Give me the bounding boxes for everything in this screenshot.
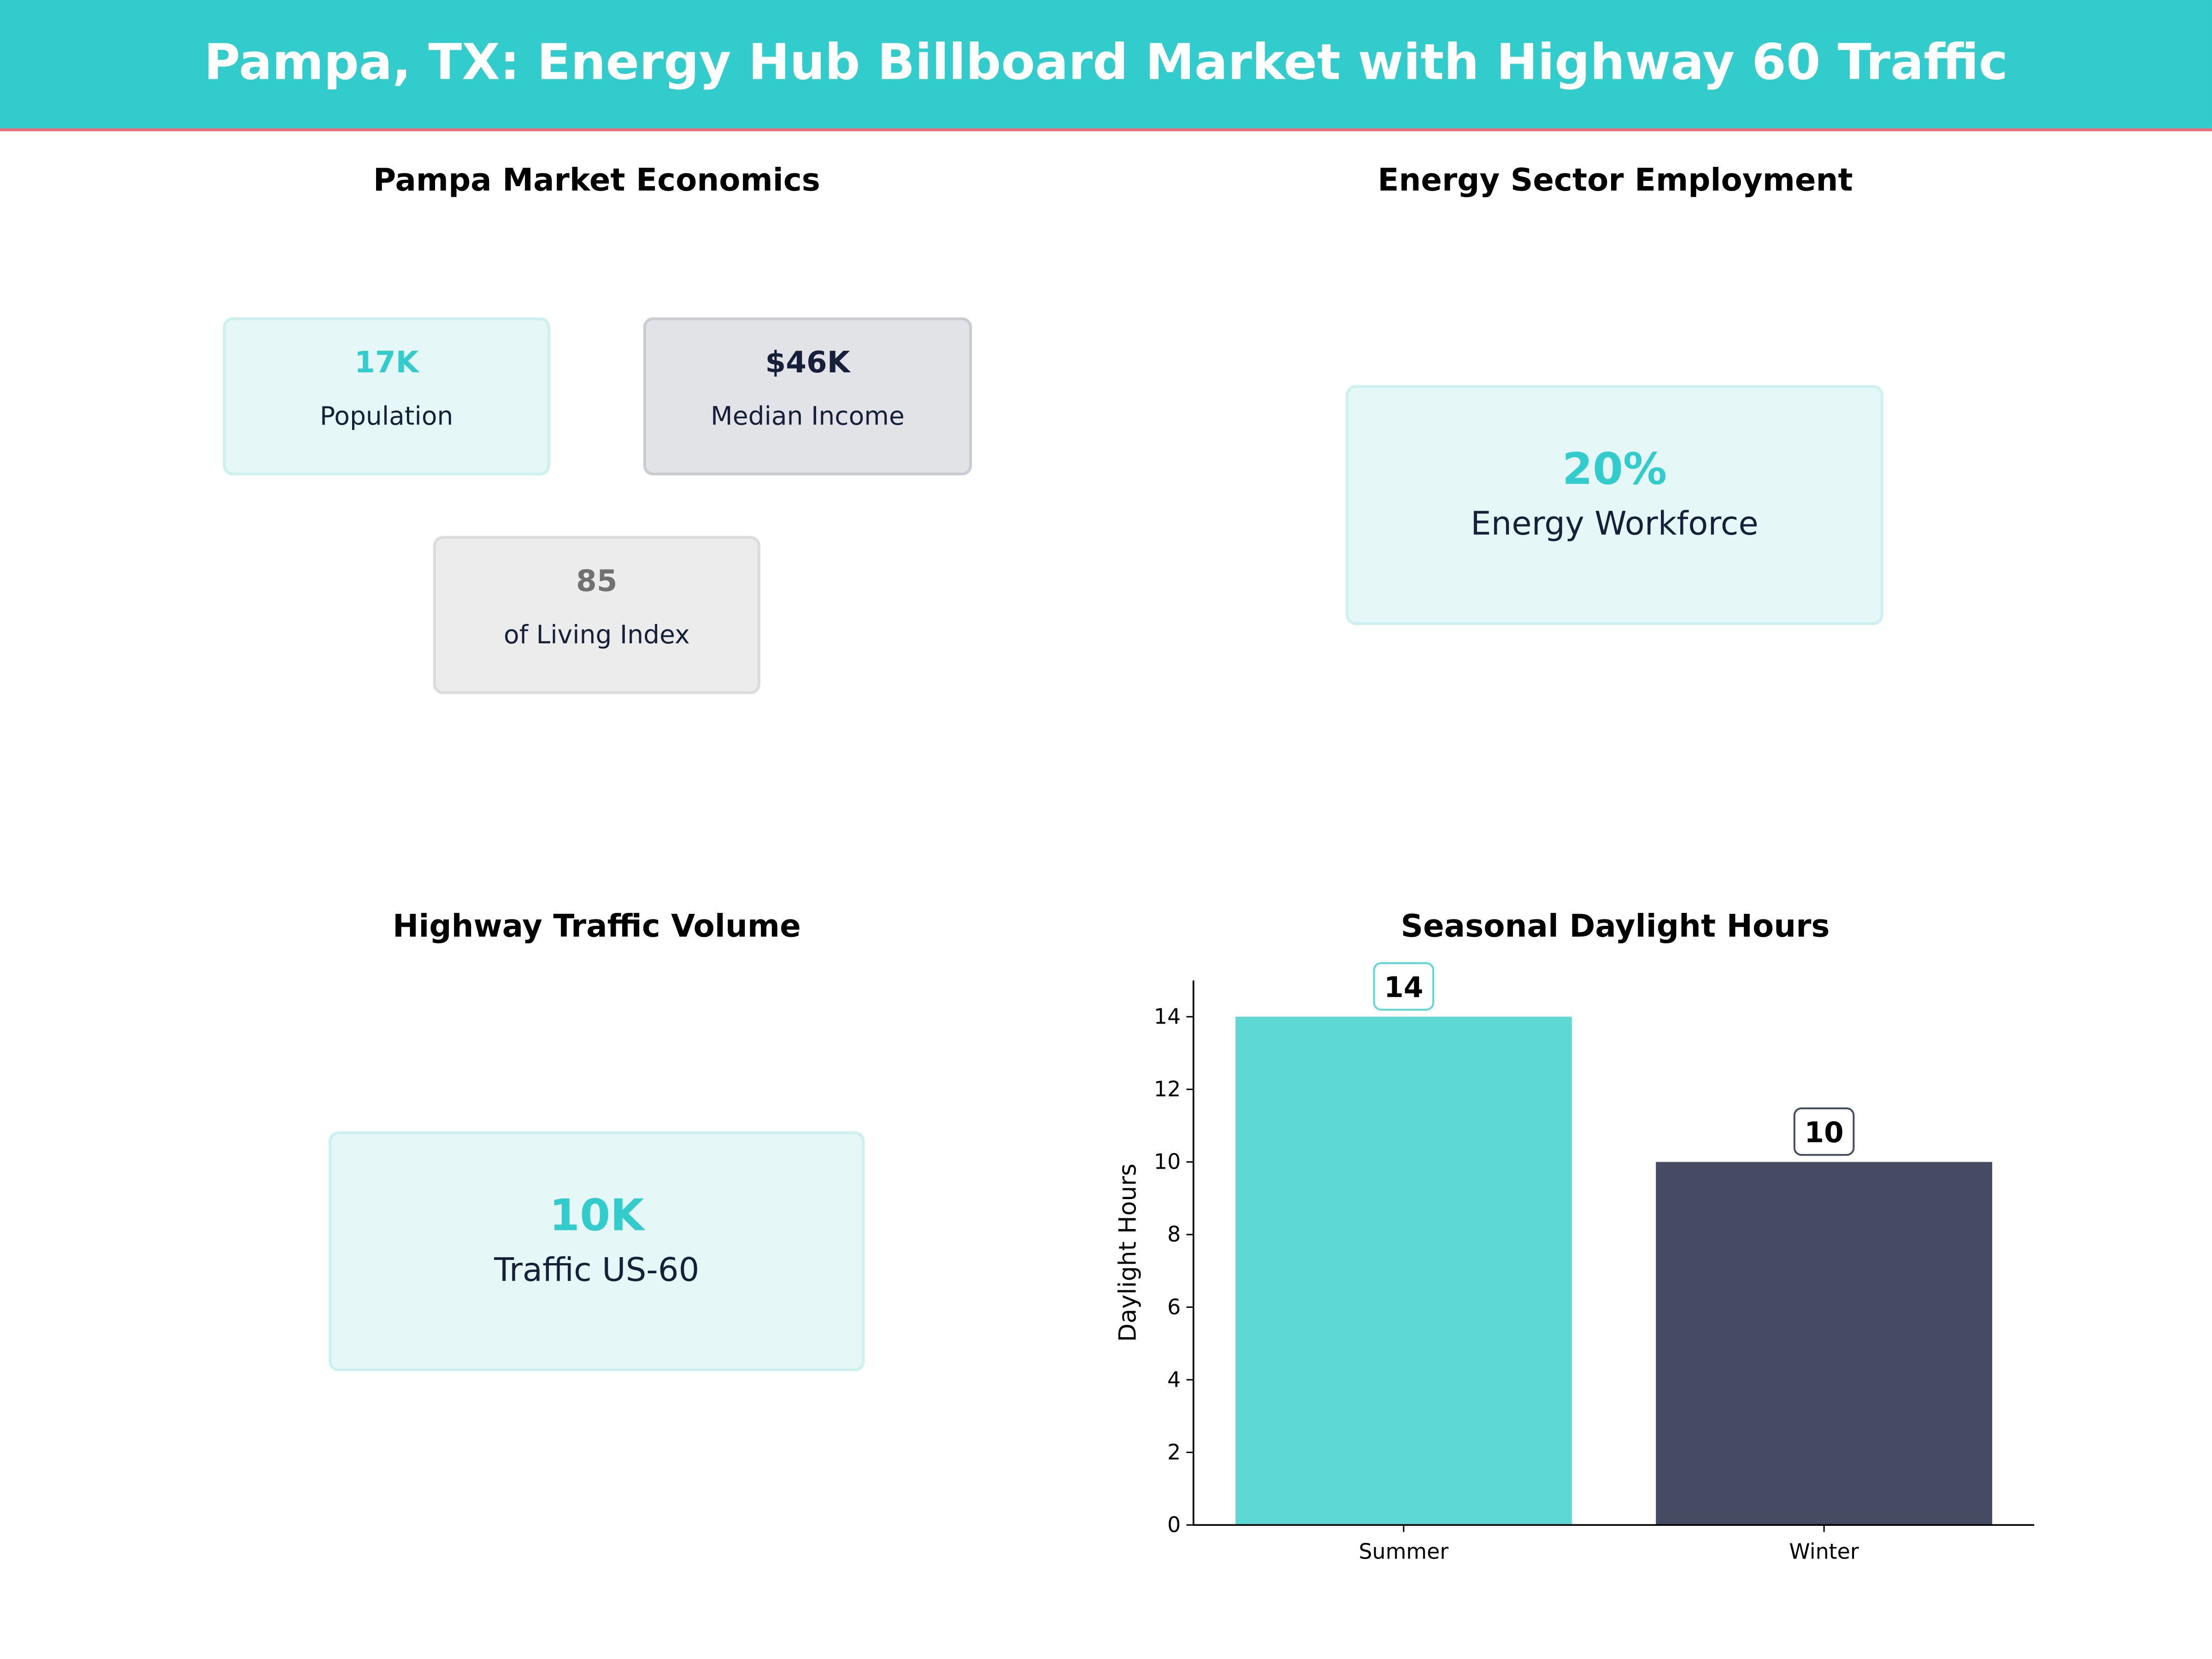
traffic-card: 10K Traffic US-60 [329, 1131, 865, 1371]
economics-title: Pampa Market Economics [373, 164, 820, 199]
energy-workforce-label: Energy Workforce [1471, 506, 1759, 543]
value-label-box [1373, 962, 1435, 1011]
bar-summer [1235, 1017, 1572, 1525]
y-tick-label: 14 [1154, 1004, 1181, 1029]
median-income-card: $46K Median Income [643, 317, 972, 476]
y-tick-label: 10 [1154, 1149, 1181, 1174]
median-income-value: $46K [765, 345, 850, 380]
y-tick-label: 8 [1167, 1222, 1181, 1247]
cost-of-living-card: 85 of Living Index [433, 536, 760, 694]
cost-of-living-label: of Living Index [504, 620, 690, 651]
page-title: Pampa, TX: Energy Hub Billboard Market w… [204, 35, 2008, 92]
header-bar: Pampa, TX: Energy Hub Billboard Market w… [0, 0, 2212, 131]
value-label: 10 [1805, 1117, 1844, 1149]
traffic-label: Traffic US-60 [494, 1253, 700, 1289]
y-axis-label: Daylight Hours [1114, 1164, 1141, 1342]
x-tick-label: Summer [1359, 1539, 1448, 1564]
population-label: Population [319, 402, 453, 432]
value-label-box [1793, 1107, 1855, 1156]
y-tick-label: 0 [1167, 1512, 1181, 1537]
bar-winter [1656, 1162, 1993, 1525]
traffic-title: Highway Traffic Volume [392, 910, 801, 946]
energy-workforce-value: 20% [1562, 444, 1667, 495]
population-card: 17K Population [223, 317, 550, 476]
chart-title: Seasonal Daylight Hours [1400, 910, 1830, 946]
y-tick-label: 4 [1167, 1367, 1181, 1392]
cost-of-living-value: 85 [576, 564, 618, 598]
value-label: 14 [1384, 971, 1423, 1004]
median-income-label: Median Income [711, 402, 905, 432]
y-tick-label: 12 [1154, 1077, 1181, 1101]
population-value: 17K [354, 345, 419, 380]
traffic-value: 10K [549, 1190, 644, 1241]
energy-title: Energy Sector Employment [1377, 164, 1853, 199]
y-tick-label: 6 [1167, 1294, 1181, 1319]
x-tick-label: Winter [1789, 1539, 1859, 1564]
energy-workforce-card: 20% Energy Workforce [1346, 385, 1883, 625]
y-tick-label: 2 [1167, 1440, 1181, 1465]
